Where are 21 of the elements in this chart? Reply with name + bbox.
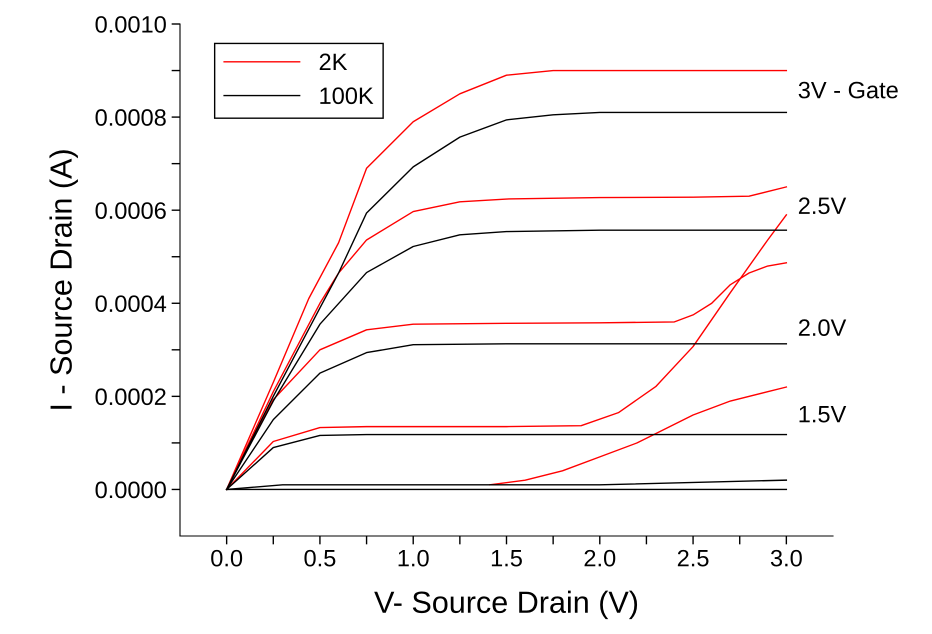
y-tick-label: 0.0002 [96,388,166,406]
annotation: 3V - Gate [798,82,898,98]
y-tick-label: 0.0004 [96,295,166,312]
x-tick-label: 1.5 [492,550,522,567]
y-tick-label: 0.0010 [96,16,166,33]
annotation: 2.5V [798,197,846,214]
x-tick-label: 2.5 [678,550,708,567]
annotation: 1.5V [800,406,846,423]
y-tick-label: 0.0008 [96,109,166,126]
x-axis-title: V- Source Drain (V) [374,590,638,620]
y-tick-label: 0.0000 [96,482,166,498]
legend-label: 2K [320,54,348,70]
y-tick-label: 0.0006 [96,202,166,219]
annotation: 2.0V [798,319,846,336]
y-axis-title: I - Source Drain (A) [49,150,78,409]
x-tick-label: 3.0 [770,550,802,567]
x-tick-label: 0.0 [211,550,242,567]
x-tick-label: 1.0 [398,550,429,567]
x-tick-label: 0.5 [304,550,336,567]
x-tick-label: 2.0 [584,550,616,567]
legend-label: 100K [320,87,374,104]
